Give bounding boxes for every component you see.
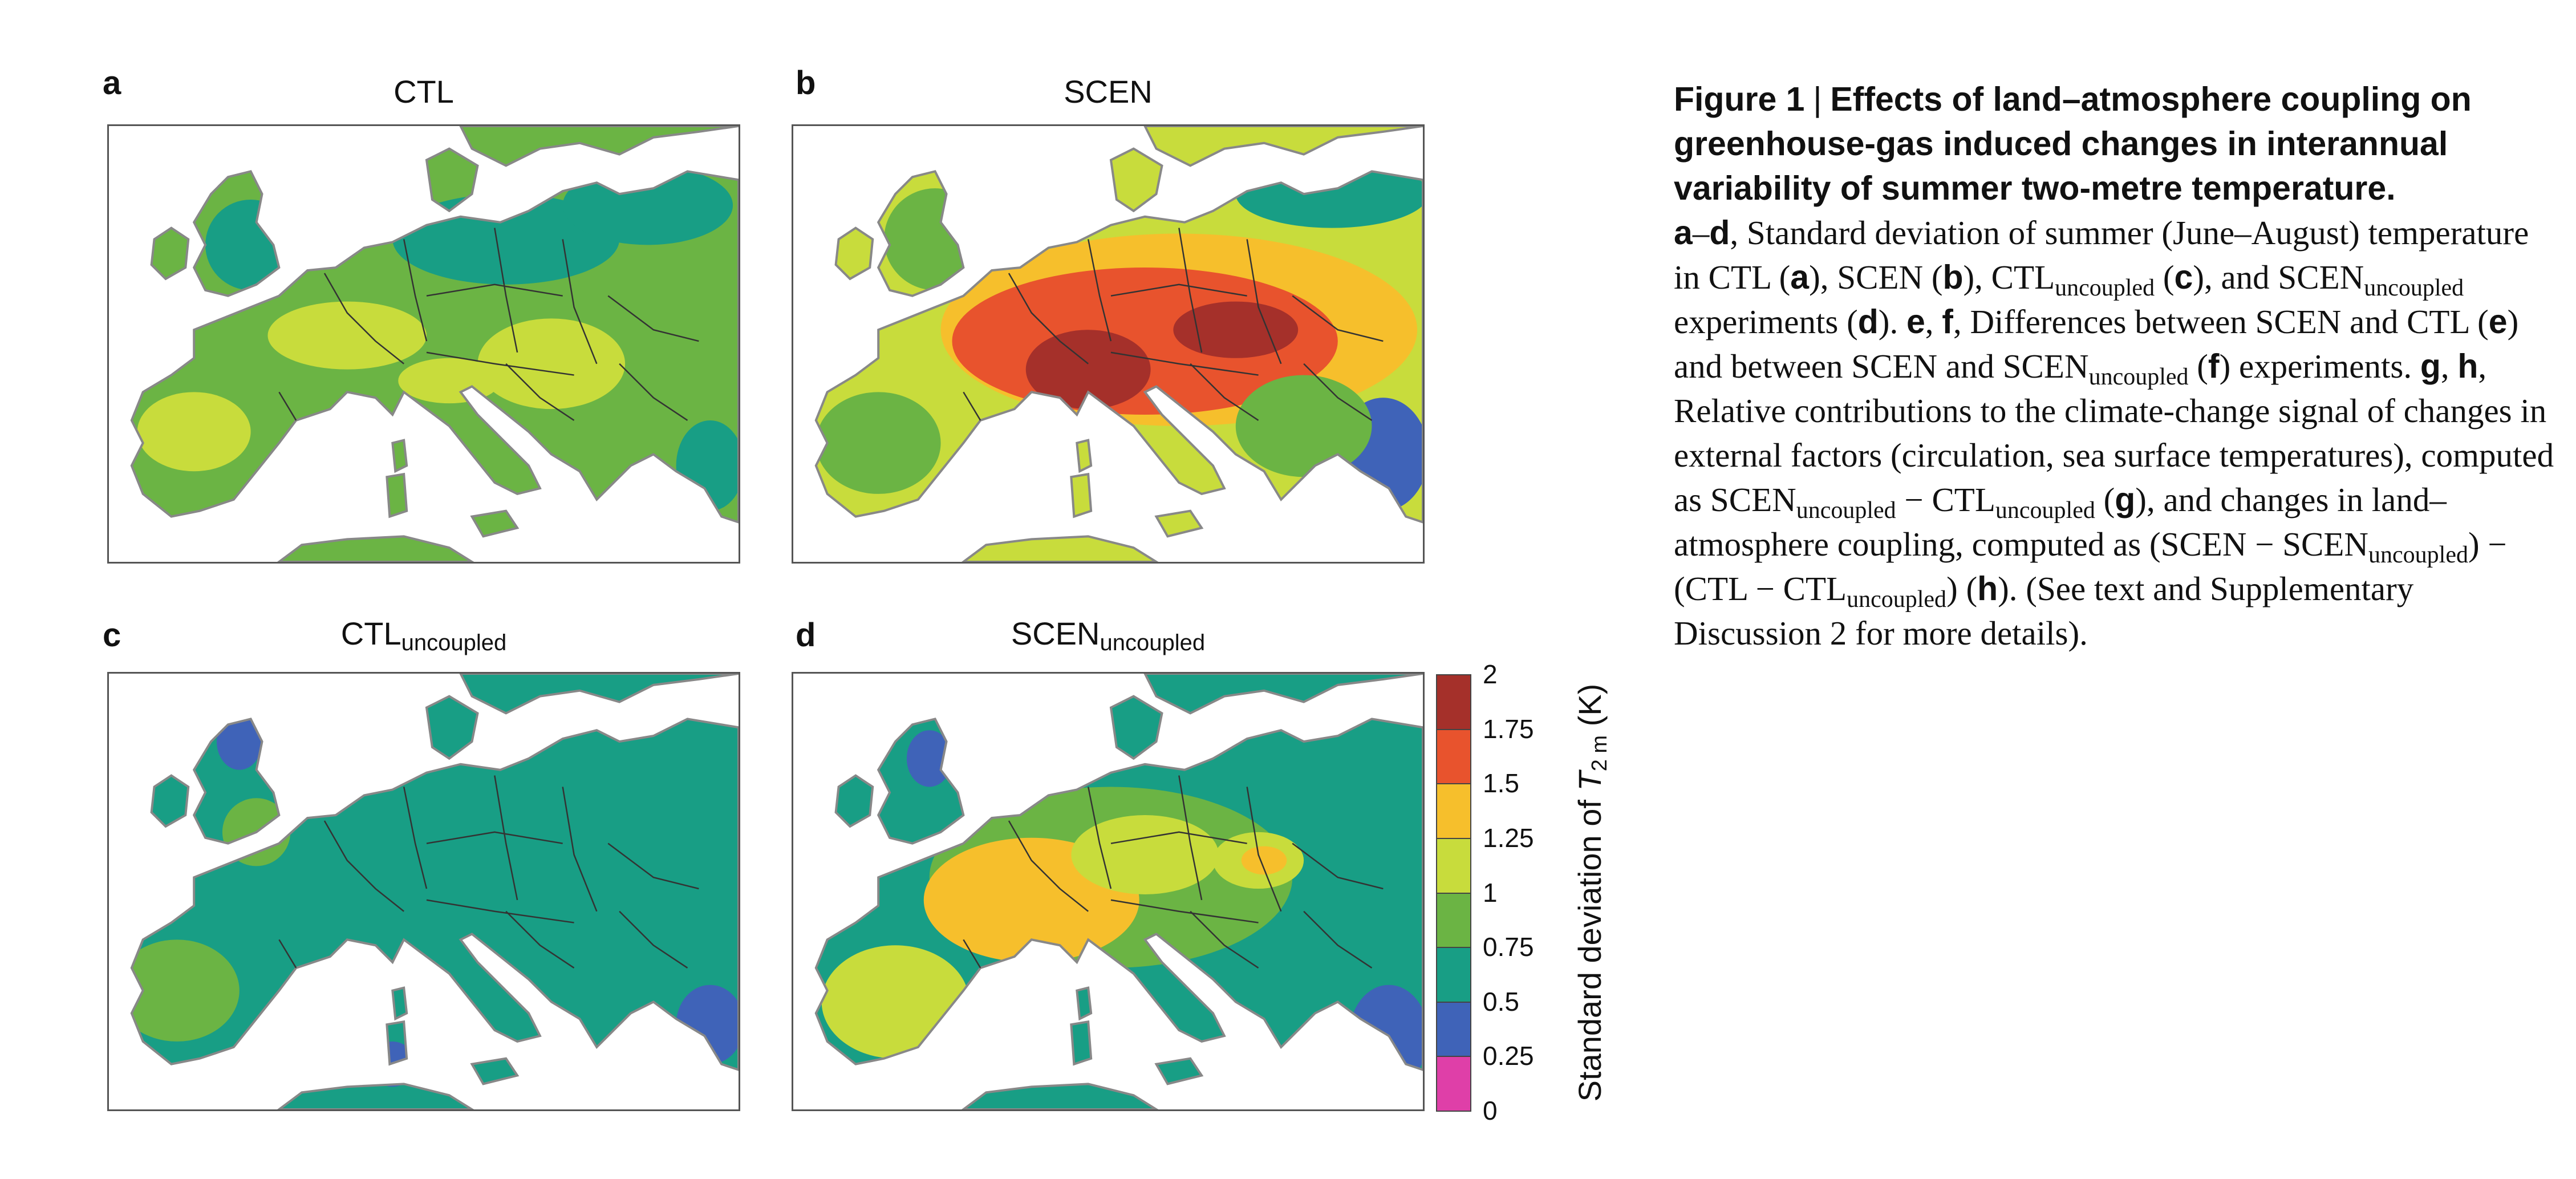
caption-heading: Effects of land–atmosphere coupling on g… [1674, 80, 2472, 207]
variability-region [1235, 375, 1372, 477]
variability-region [1025, 330, 1151, 410]
colorbar-segment [1436, 892, 1471, 949]
variability-region [906, 730, 952, 787]
variability-region [1071, 815, 1219, 894]
panel-letter-a: a [103, 64, 121, 102]
colorbar-tick-label: 0.75 [1483, 932, 1534, 962]
figure-caption: Figure 1 | Effects of land–atmosphere co… [1674, 77, 2561, 655]
colorbar-segment [1436, 674, 1471, 730]
variability-region [816, 392, 941, 494]
colorbar-tick-label: 2 [1483, 659, 1498, 689]
colorbar-tick-label: 1.5 [1483, 768, 1519, 799]
variability-region [1241, 846, 1287, 875]
map-svg [793, 126, 1423, 562]
colorbar-segment [1436, 728, 1471, 785]
panel-letter-b: b [796, 64, 816, 102]
map-svg [109, 126, 739, 562]
colorbar-segment [1436, 947, 1471, 1003]
colorbar-tick-label: 1 [1483, 877, 1498, 907]
map-svg [793, 674, 1423, 1109]
colorbar-segment [1436, 783, 1471, 839]
panel-title-c: CTLuncoupled [340, 615, 507, 655]
variability-region [1173, 301, 1299, 358]
map-panel-d [792, 672, 1425, 1111]
caption-body: a–d, Standard deviation of summer (June–… [1674, 214, 2554, 652]
colorbar-label: Standard deviation of T2 m (K) [1572, 683, 1612, 1102]
panel-letter-c: c [103, 617, 121, 654]
panel-title-d: SCENuncoupled [1011, 615, 1206, 655]
panel-title-b: SCEN [1064, 74, 1153, 110]
colorbar-tick-label: 1.25 [1483, 823, 1534, 853]
variability-region [131, 939, 240, 1042]
map-panel-c [107, 672, 740, 1111]
colorbar-segment [1436, 1001, 1471, 1058]
colorbar-tick-label: 0.25 [1483, 1041, 1534, 1071]
map-svg [109, 674, 739, 1109]
variability-region [267, 301, 427, 370]
colorbar-tick-label: 0.5 [1483, 986, 1519, 1016]
caption-figure-label: Figure 1 [1674, 80, 1805, 118]
caption-separator: | [1813, 80, 1822, 118]
panel-letter-d: d [796, 617, 816, 654]
map-panel-a [107, 124, 740, 564]
colorbar-segment [1436, 1056, 1471, 1112]
colorbar [1436, 674, 1471, 1112]
colorbar-tick-label: 0 [1483, 1096, 1498, 1125]
variability-region [477, 318, 626, 410]
variability-region [137, 392, 251, 472]
map-panel-b [792, 124, 1425, 564]
colorbar-segment [1436, 837, 1471, 894]
variability-region [216, 713, 262, 770]
panel-title-a: CTL [394, 74, 454, 110]
colorbar-tick-label: 1.75 [1483, 714, 1534, 744]
